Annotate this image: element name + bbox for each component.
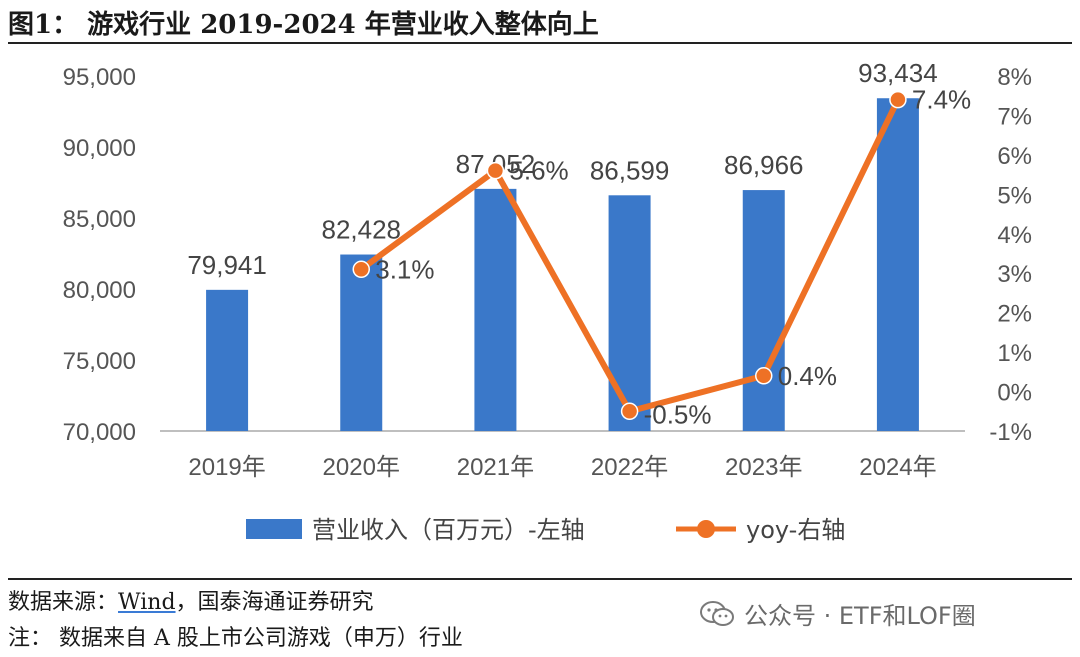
x-axis-tick-label: 2021年	[457, 454, 534, 481]
left-axis-tick-label: 90,000	[63, 135, 136, 162]
watermark: 公众号 · ETF和LOF圈	[700, 596, 976, 631]
bar-series	[206, 98, 919, 432]
bar-data-label: 93,434	[858, 58, 938, 88]
left-axis-tick-label: 75,000	[63, 348, 136, 375]
bar	[474, 188, 517, 431]
x-axis-tick-label: 2022年	[591, 454, 668, 481]
right-axis-tick-label: 7%	[997, 103, 1032, 130]
bar-data-label: 79,941	[187, 250, 267, 280]
x-axis-ticks: 2019年 2020年 2021年 2022年 2023年 2024年	[188, 454, 936, 481]
watermark-text: 公众号 · ETF和LOF圈	[744, 602, 976, 630]
left-axis-ticks: 70,000 75,000 80,000 85,000 90,000 95,000	[63, 64, 136, 446]
footnote: 注： 数据来自 A 股上市公司游戏（申万）行业	[8, 626, 463, 651]
yoy-point	[620, 402, 639, 421]
bar	[340, 254, 383, 431]
left-axis-tick-label: 85,000	[63, 206, 136, 233]
x-axis-tick-label: 2023年	[725, 454, 802, 481]
yoy-point	[755, 367, 773, 385]
yoy-point	[889, 90, 907, 109]
right-axis-tick-label: 6%	[997, 143, 1032, 170]
yoy-data-label: 3.1%	[375, 254, 434, 284]
source-prefix: 数据来源：	[8, 590, 119, 615]
right-axis-tick-label: 1%	[997, 340, 1032, 367]
yoy-data-labels: 3.1% 5.6% -0.5% 0.4% 7.4%	[375, 85, 971, 430]
yoy-data-label: -0.5%	[644, 399, 712, 429]
legend-bar-swatch	[246, 519, 302, 539]
right-axis-ticks: -1% 0% 1% 2% 3% 4% 5% 6% 7% 8%	[989, 64, 1032, 446]
figure-title: 图1： 游戏行业 2019-2024 年营业收入整体向上	[8, 10, 599, 40]
legend: 营业收入（百万元）-左轴 yoy-右轴	[246, 516, 845, 544]
legend-line-marker	[697, 520, 715, 538]
bar-data-label: 86,599	[590, 155, 670, 185]
top-rule	[8, 42, 1072, 44]
x-axis-tick-label: 2020年	[323, 454, 400, 481]
right-axis-tick-label: 2%	[997, 301, 1032, 328]
left-axis-tick-label: 95,000	[63, 64, 136, 91]
right-axis-tick-label: 0%	[997, 380, 1032, 407]
yoy-point	[352, 260, 370, 279]
bar	[206, 289, 249, 431]
yoy-data-label: 0.4%	[778, 361, 837, 391]
bar	[876, 98, 919, 432]
yoy-data-label: 5.6%	[509, 156, 568, 186]
x-axis-tick-label: 2019年	[188, 454, 265, 481]
bar	[608, 195, 651, 431]
wechat-icon	[700, 600, 734, 626]
legend-line-label: yoy-右轴	[746, 516, 845, 544]
right-axis-tick-label: -1%	[989, 419, 1032, 446]
legend-bar-label: 营业收入（百万元）-左轴	[312, 516, 585, 544]
bottom-rule	[8, 578, 1072, 580]
right-axis-tick-label: 5%	[997, 182, 1032, 209]
source-wind: Wind	[118, 590, 176, 615]
bar	[742, 190, 785, 431]
yoy-data-label: 7.4%	[912, 85, 971, 115]
x-axis-tick-label: 2024年	[859, 454, 936, 481]
left-axis-tick-label: 70,000	[63, 419, 136, 446]
source-note: 数据来源：Wind，国泰海通证券研究	[8, 584, 374, 616]
right-axis-tick-label: 4%	[997, 222, 1032, 249]
yoy-point	[486, 161, 505, 180]
left-axis-tick-label: 80,000	[63, 277, 136, 304]
right-axis-tick-label: 3%	[997, 261, 1032, 288]
yoy-line-series	[352, 90, 907, 421]
source-suffix: ，国泰海通证券研究	[175, 590, 374, 615]
bar-data-label: 82,428	[321, 215, 401, 245]
bar-data-label: 86,966	[724, 150, 804, 180]
right-axis-tick-label: 8%	[997, 64, 1032, 91]
